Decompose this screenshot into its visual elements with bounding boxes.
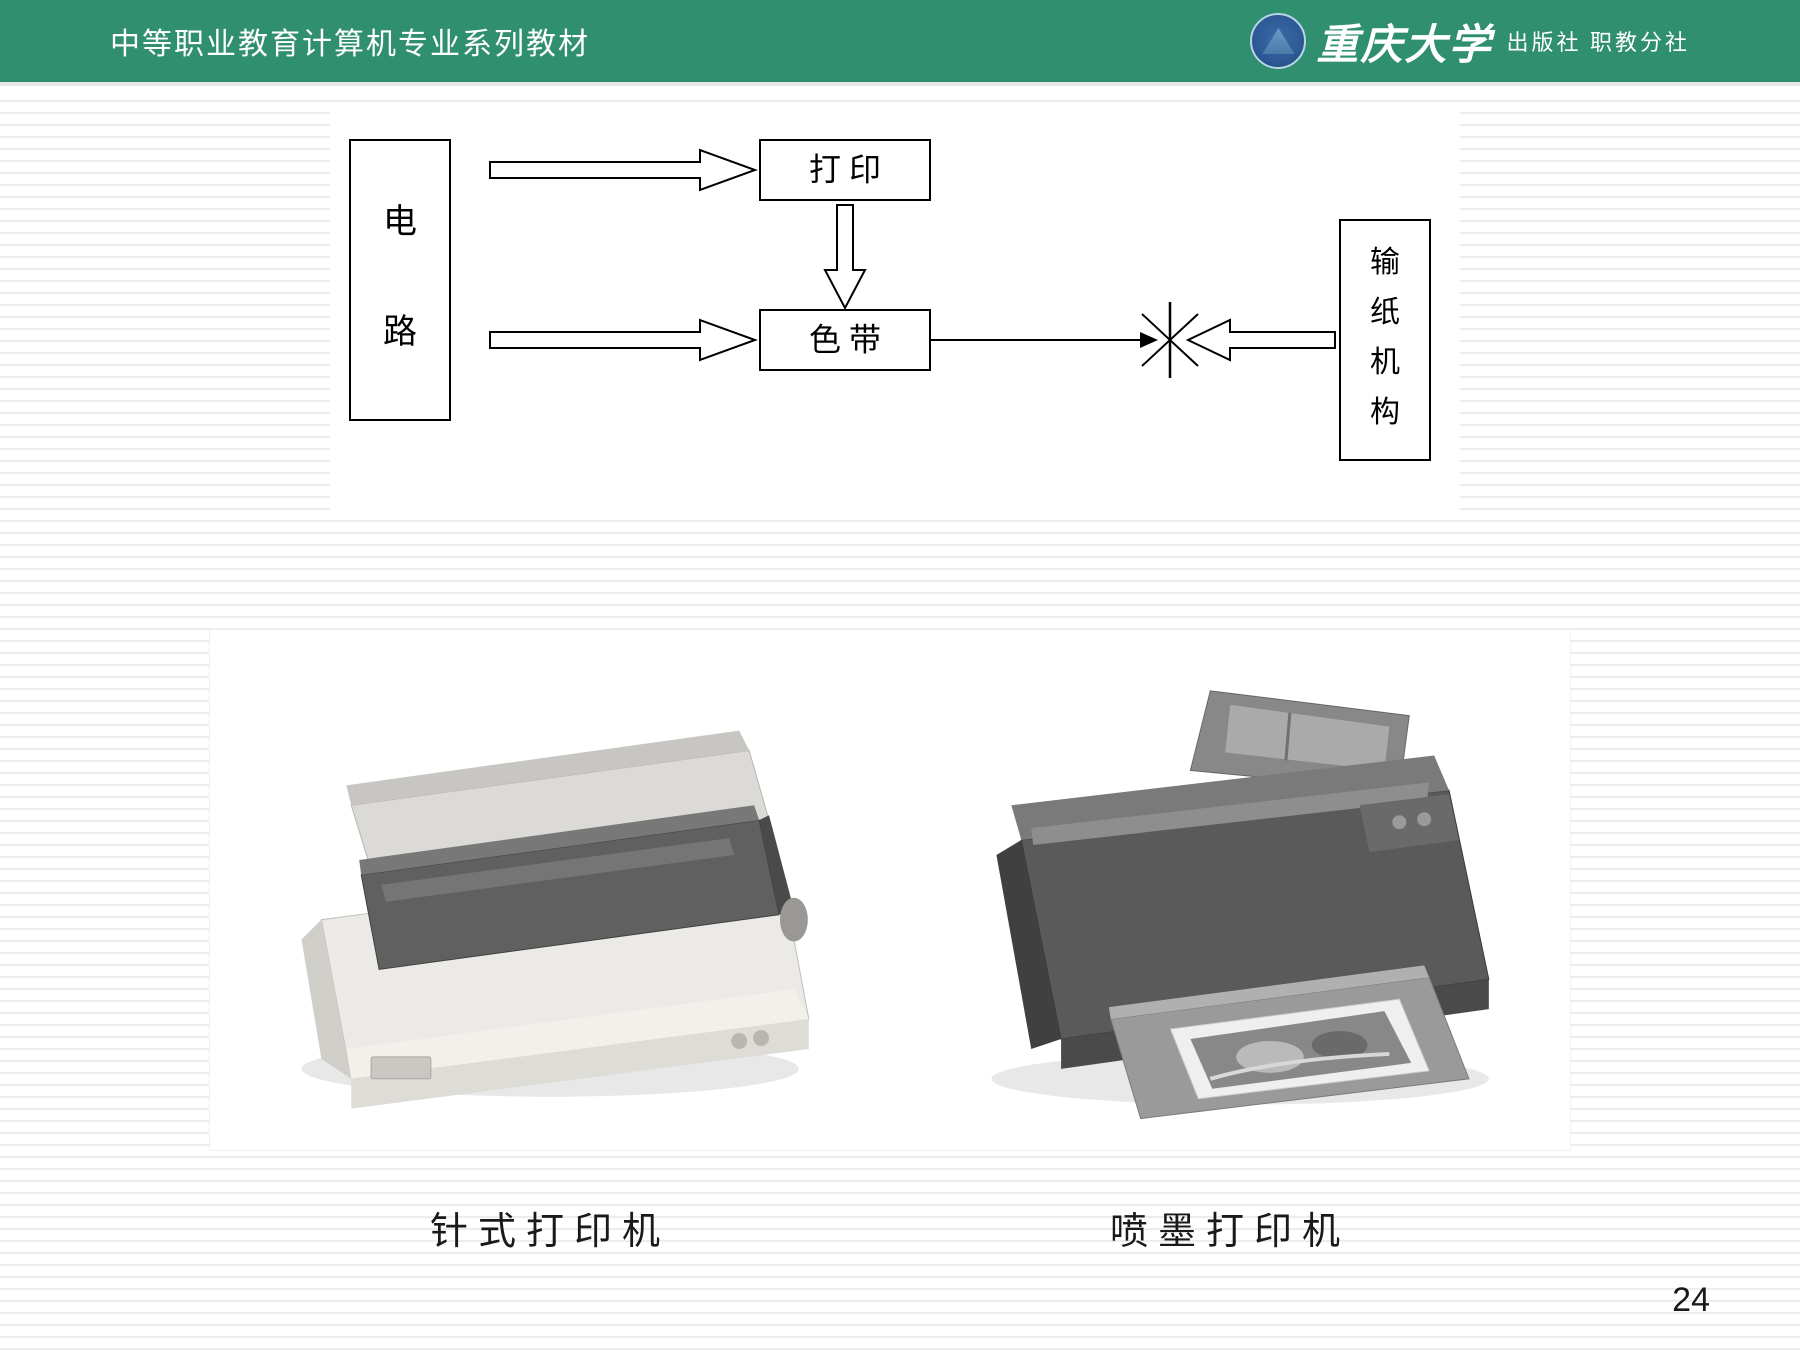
slide-body: 电 路 打 印 色 带 输 纸 机 构 xyxy=(0,90,1800,1350)
photo-captions: 针式打印机 喷墨打印机 xyxy=(210,1200,1570,1255)
header-title: 中等职业教育计算机专业系列教材 xyxy=(110,19,590,63)
dot-matrix-printer-image xyxy=(210,630,890,1150)
node-ribbon-label: 色 带 xyxy=(809,321,881,357)
header-publisher-block: 重庆大学 出版社 职教分社 xyxy=(1250,11,1690,72)
node-feeder-l4: 构 xyxy=(1370,396,1400,429)
node-circuit-label-1: 电 xyxy=(383,203,417,241)
printer-flowchart: 电 路 打 印 色 带 输 纸 机 构 xyxy=(330,110,1460,510)
arrow-ribbon-to-cross xyxy=(930,332,1158,348)
node-feeder-l1: 输 xyxy=(1370,246,1400,279)
caption-dot-matrix: 针式打印机 xyxy=(210,1200,890,1255)
university-logo-icon xyxy=(1250,13,1306,69)
inkjet-printer-image xyxy=(890,630,1570,1150)
arrow-feeder-to-cross xyxy=(1188,320,1335,360)
arrow-print-to-ribbon xyxy=(825,205,865,308)
flowchart-svg: 电 路 打 印 色 带 输 纸 机 构 xyxy=(330,110,1460,510)
node-print-label: 打 印 xyxy=(809,151,881,187)
page-number: 24 xyxy=(1672,1281,1710,1320)
publisher-text: 出版社 职教分社 xyxy=(1506,25,1690,57)
node-circuit-label-2: 路 xyxy=(383,313,417,351)
arrow-circuit-to-ribbon xyxy=(490,320,755,360)
printer-photos-row xyxy=(210,630,1570,1150)
node-circuit xyxy=(350,140,450,420)
caption-inkjet: 喷墨打印机 xyxy=(890,1200,1570,1255)
university-name: 重庆大学 xyxy=(1316,11,1492,72)
slide-header: 中等职业教育计算机专业系列教材 重庆大学 出版社 职教分社 xyxy=(0,0,1800,86)
arrow-circuit-to-print xyxy=(490,150,755,190)
node-feeder-l3: 机 xyxy=(1370,346,1400,379)
node-feeder-l2: 纸 xyxy=(1370,296,1400,329)
